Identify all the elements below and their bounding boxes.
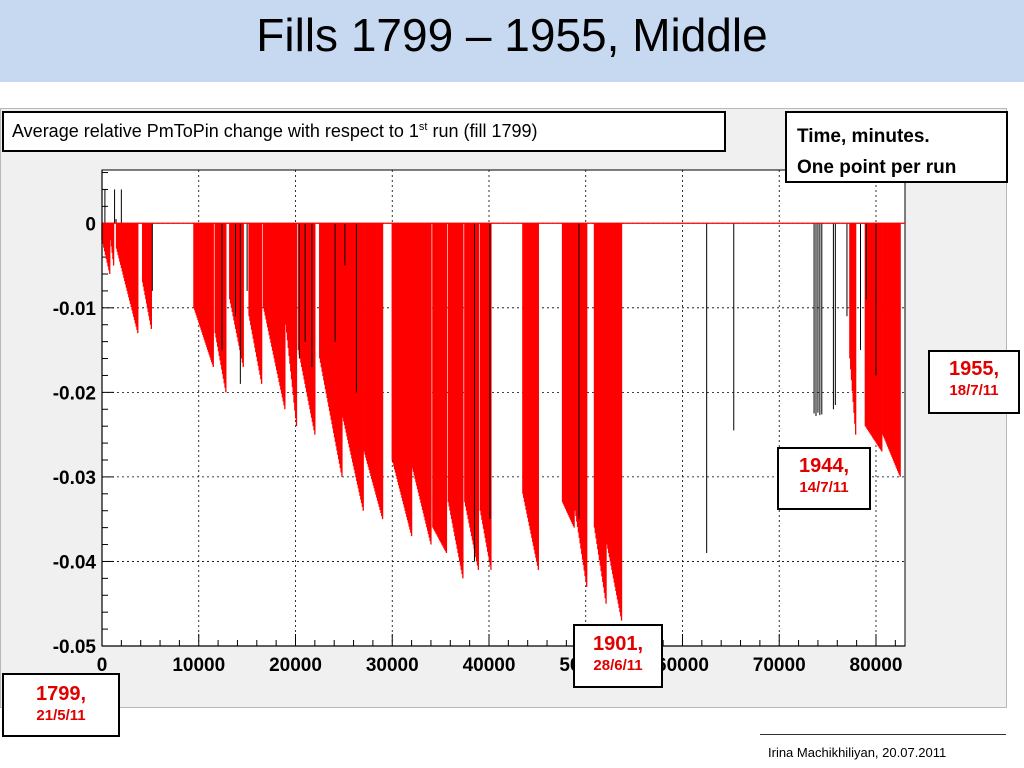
x-tick-label: 60000 xyxy=(656,655,709,676)
slide-title: Fills 1799 – 1955, Middle xyxy=(256,9,768,61)
fill-1799-label: 1799, 21/5/11 xyxy=(2,673,120,737)
y-tick-label: -0.01 xyxy=(53,299,97,320)
fill-date: 21/5/11 xyxy=(36,707,86,724)
x-tick-label: 70000 xyxy=(753,655,806,676)
time-note-line2: One point per run xyxy=(797,157,957,178)
fill-date: 28/6/11 xyxy=(593,657,643,674)
x-tick-label: 30000 xyxy=(366,655,419,676)
x-tick-label: 0 xyxy=(97,655,108,676)
chart-title-box: Average relative PmToPin change with res… xyxy=(2,111,726,152)
chart-title-sup: st xyxy=(418,121,428,133)
fill-number: 1799, xyxy=(35,683,87,705)
header-band xyxy=(0,0,1024,82)
fill-1955-label: 1955, 18/7/11 xyxy=(928,350,1020,414)
chart-title-tail: run (fill 1799) xyxy=(427,121,538,141)
y-tick-label: 0 xyxy=(85,214,96,235)
time-note-line1: Time, minutes. xyxy=(797,126,930,147)
chart-title-text: Average relative PmToPin change with res… xyxy=(12,121,419,141)
x-tick-label: 40000 xyxy=(463,655,516,676)
x-tick-label: 20000 xyxy=(269,655,322,676)
fill-number: 1901, xyxy=(592,633,644,655)
fill-date: 14/7/11 xyxy=(799,479,849,496)
y-tick-label: -0.02 xyxy=(53,383,96,404)
y-tick-label: -0.05 xyxy=(53,637,97,658)
y-tick-label: -0.04 xyxy=(53,552,97,573)
y-tick-label: -0.03 xyxy=(53,468,96,489)
fill-1944-label: 1944, 14/7/11 xyxy=(777,447,871,510)
fill-1901-label: 1901, 28/6/11 xyxy=(573,624,663,688)
fill-number: 1955, xyxy=(948,358,1000,380)
x-tick-label: 80000 xyxy=(850,655,903,676)
footer-credit: Irina Machikhiliyan, 20.07.2011 xyxy=(768,745,947,760)
footer-divider xyxy=(760,734,1006,735)
fill-number: 1944, xyxy=(798,455,850,477)
time-note-box: Time, minutes. One point per run xyxy=(785,111,1008,183)
x-tick-label: 10000 xyxy=(172,655,225,676)
fill-date: 18/7/11 xyxy=(949,382,999,399)
